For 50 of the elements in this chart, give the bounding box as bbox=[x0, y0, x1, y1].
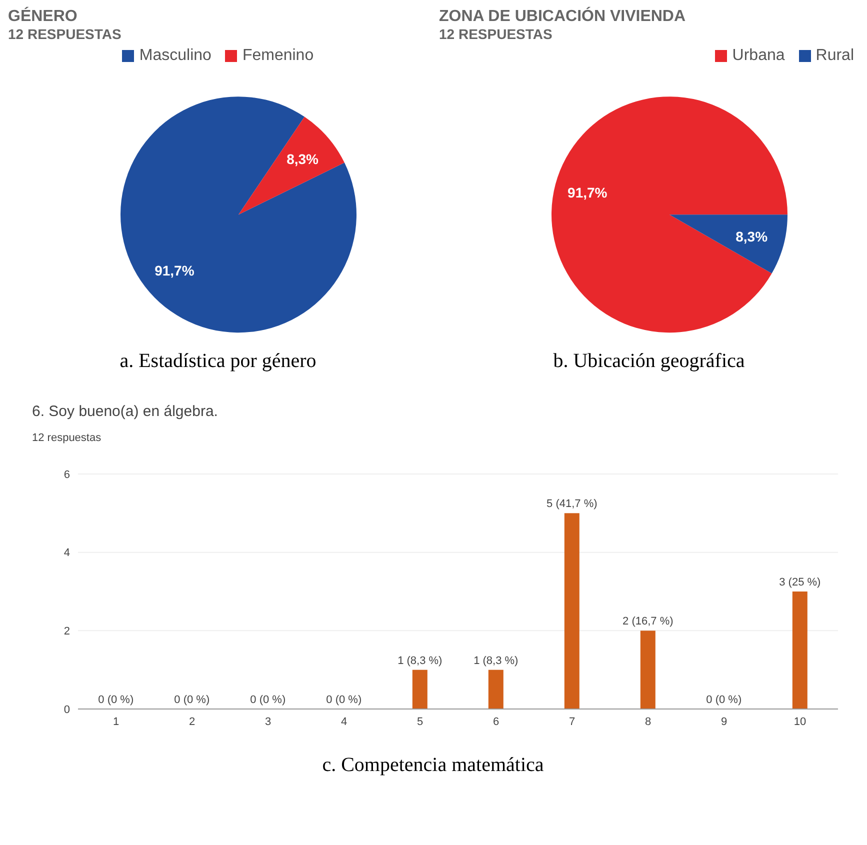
data-label: 91,7% bbox=[154, 262, 195, 278]
data-label: 91,7% bbox=[568, 184, 608, 201]
bar bbox=[488, 670, 504, 709]
y-tick-label: 4 bbox=[64, 547, 70, 560]
pie-slice bbox=[120, 96, 356, 333]
y-tick-label: 0 bbox=[64, 704, 70, 716]
data-label: 8,3% bbox=[286, 150, 320, 167]
data-label: 1 (8,3 %) bbox=[398, 654, 442, 667]
chart-title: GÉNERO bbox=[8, 8, 78, 26]
data-label: 5 (41,7 %) bbox=[546, 498, 598, 510]
chart-subtitle: 12 respuestas bbox=[32, 432, 102, 444]
bar bbox=[412, 670, 428, 709]
data-label: 8,3% bbox=[736, 228, 768, 245]
pie-slice bbox=[552, 96, 788, 333]
bar bbox=[792, 592, 808, 709]
chart-title: ZONA DE UBICACIÓN VIVIENDA bbox=[439, 8, 687, 26]
chart-subtitle: 12 RESPUESTAS bbox=[439, 26, 554, 42]
y-tick-label: 2 bbox=[64, 626, 70, 638]
chart-title: 6. Soy bueno(a) en álgebra. bbox=[32, 403, 219, 420]
data-label: 1 (8,3 %) bbox=[474, 654, 518, 667]
legend-label: Urbana bbox=[731, 47, 785, 65]
x-tick-label: 1 bbox=[112, 716, 120, 728]
x-tick-label: 9 bbox=[720, 716, 728, 728]
x-tick-label: 2 bbox=[188, 716, 196, 728]
y-tick-label: 6 bbox=[64, 468, 70, 481]
text: c. Competencia matemática bbox=[321, 754, 545, 777]
x-tick-label: 3 bbox=[264, 716, 272, 728]
text: a. Estadística por género bbox=[118, 350, 318, 373]
x-tick-label: 5 bbox=[416, 716, 424, 728]
legend-label: Rural bbox=[814, 47, 854, 65]
x-tick-label: 8 bbox=[644, 716, 652, 728]
x-tick-label: 4 bbox=[340, 716, 348, 728]
pie-slice bbox=[670, 214, 788, 274]
bar bbox=[640, 630, 656, 709]
data-label: 0 (0 %) bbox=[98, 694, 134, 706]
data-label: 0 (0 %) bbox=[250, 694, 286, 706]
text: b. Ubicación geográfica bbox=[552, 350, 746, 373]
data-label: 0 (0 %) bbox=[706, 694, 742, 706]
pie-slice bbox=[238, 116, 344, 215]
x-tick-label: 6 bbox=[492, 716, 500, 728]
data-label: 0 (0 %) bbox=[174, 694, 210, 706]
bar bbox=[564, 513, 580, 709]
data-label: 2 (16,7 %) bbox=[622, 616, 674, 628]
data-label: 0 (0 %) bbox=[326, 694, 362, 706]
x-tick-label: 10 bbox=[794, 716, 806, 728]
chart-subtitle: 12 RESPUESTAS bbox=[8, 26, 122, 42]
data-label: 3 (25 %) bbox=[779, 576, 821, 588]
legend-label: Femenino bbox=[241, 47, 314, 65]
legend-label: Masculino bbox=[138, 47, 212, 65]
x-tick-label: 7 bbox=[568, 716, 576, 728]
